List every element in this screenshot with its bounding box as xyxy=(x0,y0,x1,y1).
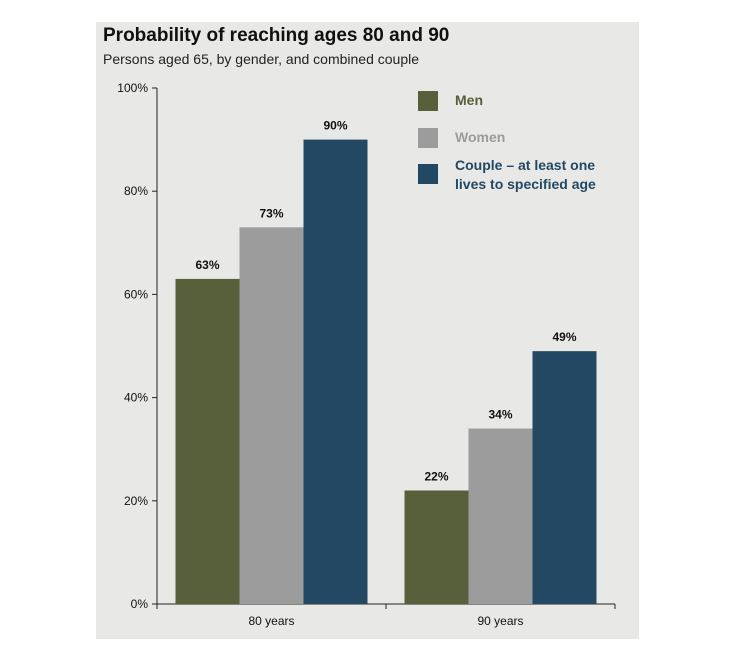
legend-swatch xyxy=(418,128,438,148)
data-label: 73% xyxy=(259,206,283,220)
bar xyxy=(175,278,240,604)
data-label: 22% xyxy=(424,469,448,483)
bar xyxy=(239,227,304,604)
y-tick-label: 80% xyxy=(124,184,148,198)
y-tick-label: 0% xyxy=(131,597,149,611)
bar xyxy=(404,490,469,604)
bar xyxy=(303,139,368,604)
bar xyxy=(532,351,597,604)
chart-subtitle: Persons aged 65, by gender, and combined… xyxy=(103,51,420,67)
legend-label: Couple – at least one lives to specified … xyxy=(455,157,596,192)
legend-swatch xyxy=(418,164,438,184)
legend-label: Men xyxy=(455,92,483,108)
x-axis: 80 years 90 years xyxy=(156,603,616,628)
data-label: 34% xyxy=(488,408,512,422)
bars xyxy=(175,139,597,604)
legend-label: Women xyxy=(455,129,505,145)
y-tick-label: 60% xyxy=(124,287,148,301)
chart-title: Probability of reaching ages 80 and 90 xyxy=(103,25,450,46)
y-tick-label: 100% xyxy=(117,81,148,95)
legend: Men Women Couple – at least one lives to sp… xyxy=(418,91,596,192)
data-labels: 63% 73% 90% 22% 34% 49% xyxy=(195,119,576,484)
x-category-label: 80 years xyxy=(248,614,294,628)
bar xyxy=(468,428,533,604)
y-tick-label: 40% xyxy=(124,391,148,405)
y-axis: 0% 20% 40% 60% 80% 100% xyxy=(117,81,158,611)
y-tick-label: 20% xyxy=(124,494,148,508)
legend-swatch xyxy=(418,91,438,111)
bar-chart: 0% 20% 40% 60% 80% 100% 80 years 90 years 63% 7… xyxy=(117,81,616,628)
data-label: 90% xyxy=(323,119,347,133)
data-label: 63% xyxy=(195,258,219,272)
data-label: 49% xyxy=(552,330,576,344)
chart-panel: Probability of reaching ages 80 and 90 P… xyxy=(96,22,639,639)
x-category-label: 90 years xyxy=(477,614,523,628)
